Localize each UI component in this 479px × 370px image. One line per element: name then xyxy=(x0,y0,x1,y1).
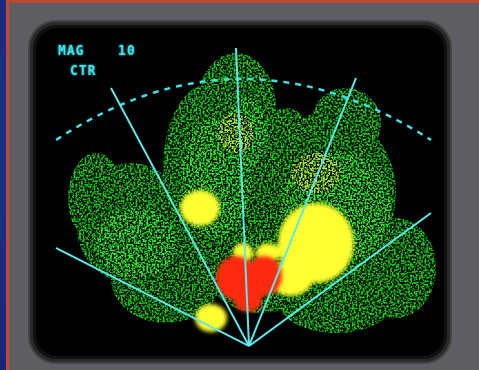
azimuth-lines xyxy=(55,47,432,347)
weather-radar-display xyxy=(36,28,444,356)
center-label: CTR xyxy=(70,64,97,79)
moderate-precip-layer xyxy=(180,190,354,332)
mode-label: MAG xyxy=(58,44,85,59)
range-arc xyxy=(55,77,432,142)
range-label: 10 xyxy=(118,44,136,59)
radar-plot xyxy=(55,47,436,347)
